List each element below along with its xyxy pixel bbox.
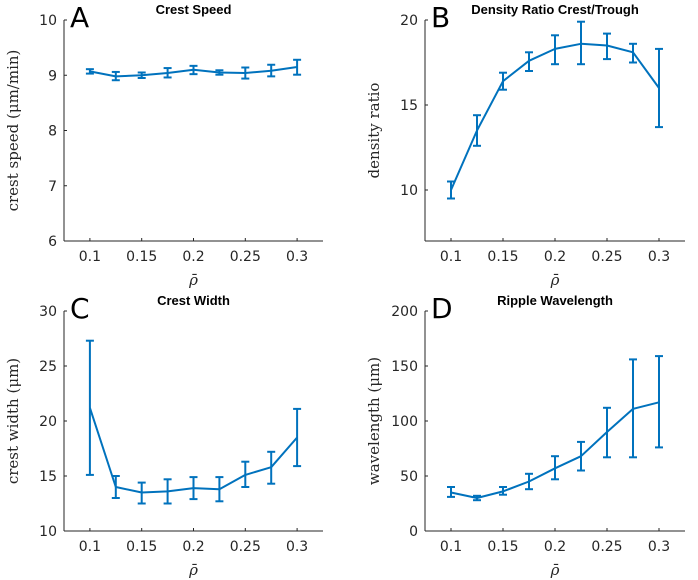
y-tick-label: 10 (400, 183, 418, 199)
panel-letter: A (70, 1, 89, 34)
x-axis-label: ρ̄ (550, 561, 560, 579)
x-tick-label: 0.15 (126, 539, 157, 555)
x-tick-label: 0.1 (79, 539, 101, 555)
x-tick-label: 0.2 (544, 539, 566, 555)
y-tick-label: 100 (391, 414, 418, 430)
y-tick-label: 20 (400, 13, 418, 29)
x-tick-label: 0.15 (126, 249, 157, 265)
y-tick-label: 10 (39, 524, 57, 540)
panel-title: Density Ratio Crest/Trough (471, 2, 639, 17)
series-line (89, 66, 298, 78)
x-axis-label: ρ̄ (188, 271, 198, 289)
x-tick-label: 0.2 (182, 539, 204, 555)
y-axis-label: wavelength (μm) (365, 357, 383, 485)
series-line (450, 401, 660, 499)
y-tick-label: 15 (400, 98, 418, 114)
x-axis-label: ρ̄ (188, 561, 198, 579)
x-tick-label: 0.1 (79, 249, 101, 265)
y-tick-label: 200 (391, 304, 418, 320)
x-tick-label: 0.1 (440, 249, 462, 265)
panel-c: 0.1 0.15 0.2 0.25 0.3 10 15 20 25 30 ρ̄ crest width… (4, 292, 323, 579)
x-tick-label: 0.25 (230, 249, 261, 265)
y-tick-label: 9 (48, 68, 57, 84)
error-bar (655, 355, 663, 449)
y-tick-label: 7 (48, 179, 57, 195)
y-tick-label: 0 (409, 524, 418, 540)
panel-title: Crest Speed (156, 2, 232, 17)
x-tick-label: 0.25 (591, 539, 622, 555)
x-tick-label: 0.25 (591, 249, 622, 265)
x-tick-label: 0.2 (182, 249, 204, 265)
x-tick-label: 0.15 (487, 249, 518, 265)
series-line (88, 407, 298, 494)
panel-title: Crest Width (157, 293, 230, 308)
y-tick-label: 150 (391, 359, 418, 375)
panel-letter: C (70, 292, 90, 325)
x-tick-label: 0.3 (648, 249, 670, 265)
series-line (450, 42, 660, 191)
y-axis-label: crest speed (μm/min) (4, 50, 22, 212)
y-tick-label: 20 (39, 414, 57, 430)
panel-title: Ripple Wavelength (497, 293, 613, 308)
y-tick-label: 15 (39, 469, 57, 485)
panel-a: 0.1 0.15 0.2 0.25 0.3 6 7 8 9 10 ρ̄ crest speed (μm… (4, 1, 323, 289)
panel-letter: B (431, 1, 450, 34)
error-bar (447, 486, 455, 498)
y-tick-label: 10 (39, 13, 57, 29)
x-tick-label: 0.3 (286, 539, 308, 555)
error-bar (85, 68, 94, 75)
y-tick-label: 8 (48, 124, 57, 140)
x-tick-label: 0.2 (544, 249, 566, 265)
panel-d: 0.1 0.15 0.2 0.25 0.3 0 50 100 150 200 ρ̄ wavelengt… (365, 292, 685, 579)
panel-letter: D (431, 292, 453, 325)
panel-b: 0.1 0.15 0.2 0.25 0.3 10 15 20 ρ̄ density ratio De… (365, 1, 685, 289)
y-tick-label: 50 (400, 469, 418, 485)
x-tick-label: 0.3 (286, 249, 308, 265)
y-tick-label: 6 (48, 234, 57, 250)
x-tick-label: 0.3 (648, 539, 670, 555)
x-axis-label: ρ̄ (550, 271, 560, 289)
y-tick-label: 30 (39, 304, 57, 320)
y-axis-label: crest width (μm) (4, 358, 22, 484)
y-axis-label: density ratio (365, 83, 383, 179)
x-tick-label: 0.15 (487, 539, 518, 555)
y-tick-label: 25 (39, 359, 57, 375)
x-tick-label: 0.1 (440, 539, 462, 555)
x-tick-label: 0.25 (230, 539, 261, 555)
